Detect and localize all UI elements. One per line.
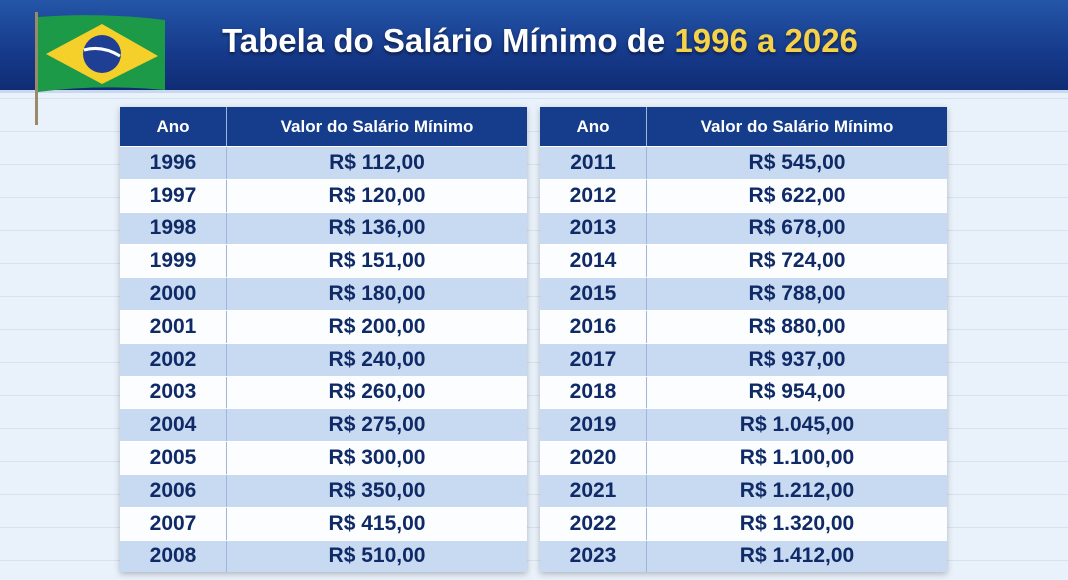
cell: 2012 [540, 179, 647, 212]
table-row: 2021 R$ 1.212,00 [540, 473, 947, 507]
title-text: Tabela do Salário Mínimo de [222, 22, 666, 59]
cell: 2013 [540, 212, 647, 245]
cell: R$ 1.100,00 [739, 446, 855, 470]
cell: 2006 [120, 474, 227, 507]
table-row: 2012 R$ 622,00 [540, 178, 947, 212]
cell: 2002 [120, 343, 227, 376]
header-row: Ano Valor do Salário Mínimo [540, 107, 947, 146]
cell: R$ 200,00 [328, 314, 426, 338]
cell: 1998 [120, 212, 227, 245]
cell: 2000 [120, 278, 227, 310]
table-row: 2016 R$ 880,00 [540, 309, 947, 343]
cell: R$ 954,00 [748, 380, 846, 404]
table-row: 2023 R$ 1.412,00 [540, 539, 947, 573]
table: Ano Valor do Salário Mínimo 1996 R$ 112,00 1… [120, 107, 527, 573]
cell: R$ 300,00 [328, 446, 426, 470]
cell: 1997 [120, 179, 227, 212]
cell: 2007 [120, 507, 227, 540]
cell: 2015 [540, 278, 647, 310]
cell: R$ 151,00 [328, 249, 426, 273]
cell: R$ 937,00 [748, 347, 846, 371]
header-cell: Valor do Salário Mínimo [700, 116, 894, 136]
cell: 2011 [540, 147, 647, 179]
cell: 2017 [540, 343, 647, 376]
table-row: 2004 R$ 275,00 [120, 408, 527, 442]
cell: R$ 112,00 [329, 150, 425, 174]
table-row: 2015 R$ 788,00 [540, 277, 947, 310]
cell: R$ 350,00 [328, 478, 426, 502]
title-highlight: 1996 a 2026 [674, 22, 858, 59]
cell: R$ 1.045,00 [739, 413, 855, 437]
table: Ano Valor do Salário Mínimo 2011 R$ 545,00 2… [540, 107, 947, 573]
cell: 1996 [120, 147, 227, 179]
cell: 2003 [120, 376, 227, 409]
flag [35, 12, 165, 125]
table-row: 2019 R$ 1.045,00 [540, 408, 947, 442]
cell: 2019 [540, 409, 647, 442]
cell: R$ 415,00 [328, 511, 426, 535]
table-row: 2000 R$ 180,00 [120, 277, 527, 310]
cell: 2020 [540, 442, 647, 474]
header-cell: Valor do Salário Mínimo [280, 116, 474, 136]
table-row: 1996 R$ 112,00 [120, 146, 527, 179]
cell: R$ 275,00 [328, 413, 426, 437]
banner [0, 0, 1068, 93]
cell: R$ 880,00 [748, 314, 846, 338]
table-row: 2014 R$ 724,00 [540, 244, 947, 278]
cell: 2018 [540, 376, 647, 409]
title: Tabela do Salário Mínimo de 1996 a 2026 [170, 22, 910, 60]
header-cell: Ano [540, 107, 647, 146]
table-row: 1998 R$ 136,00 [120, 211, 527, 245]
cell: R$ 724,00 [748, 249, 846, 273]
cell: R$ 622,00 [748, 183, 846, 207]
cell: R$ 1.320,00 [739, 511, 855, 535]
header-row: Ano Valor do Salário Mínimo [120, 107, 527, 146]
cell: R$ 1.412,00 [739, 544, 855, 568]
header-cell: Ano [120, 107, 227, 146]
table-row: 2001 R$ 200,00 [120, 309, 527, 343]
table-row: 1999 R$ 151,00 [120, 244, 527, 278]
cell: 1999 [120, 245, 227, 278]
cell: 2021 [540, 474, 647, 507]
cell: 2004 [120, 409, 227, 442]
table-row: 2017 R$ 937,00 [540, 342, 947, 376]
table-row: 2007 R$ 415,00 [120, 506, 527, 540]
cell: 2014 [540, 245, 647, 278]
table-row: 2013 R$ 678,00 [540, 211, 947, 245]
table-row: 2022 R$ 1.320,00 [540, 506, 947, 540]
table-row: 2005 R$ 300,00 [120, 441, 527, 474]
cell: R$ 678,00 [748, 216, 846, 240]
cell: R$ 136,00 [328, 216, 426, 240]
cell: R$ 510,00 [328, 544, 426, 568]
cell: 2023 [540, 540, 647, 573]
table-row: 2008 R$ 510,00 [120, 539, 527, 573]
cell: R$ 1.212,00 [739, 478, 855, 502]
table-row: 1997 R$ 120,00 [120, 178, 527, 212]
cell: 2022 [540, 507, 647, 540]
table-row: 2003 R$ 260,00 [120, 375, 527, 409]
table-row: 2006 R$ 350,00 [120, 473, 527, 507]
cell: 2016 [540, 310, 647, 343]
table-row: 2018 R$ 954,00 [540, 375, 947, 409]
cell: R$ 788,00 [748, 282, 846, 306]
cell: 2005 [120, 442, 227, 474]
table-row: 2002 R$ 240,00 [120, 342, 527, 376]
cell: R$ 260,00 [328, 380, 426, 404]
cell: R$ 120,00 [328, 183, 426, 207]
cell: 2001 [120, 310, 227, 343]
table-row: 2020 R$ 1.100,00 [540, 441, 947, 474]
cell: 2008 [120, 540, 227, 573]
cell: R$ 180,00 [328, 282, 426, 306]
cell: R$ 240,00 [328, 347, 426, 371]
cell: R$ 545,00 [748, 150, 846, 174]
table-row: 2011 R$ 545,00 [540, 146, 947, 179]
